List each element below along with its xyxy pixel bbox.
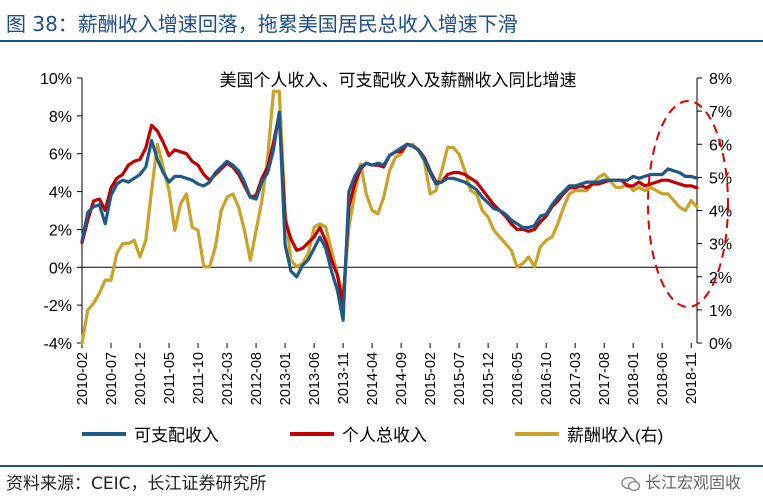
chart-title: 美国个人收入、可支配收入及薪酬收入同比增速	[220, 71, 577, 90]
wechat-icon	[621, 476, 641, 491]
series-line-1	[80, 110, 699, 322]
x-tick-label: 2018-06	[655, 352, 671, 405]
legend-label: 个人总收入	[342, 426, 427, 445]
x-tick-label: 2018-11	[684, 352, 700, 404]
right-tick-label: 1%	[709, 303, 732, 320]
x-tick-label: 2013-06	[307, 352, 323, 405]
legend-label: 可支配收入	[134, 426, 219, 445]
legend: 可支配收入 个人总收入 薪酬收入(右)	[82, 426, 663, 445]
figure-label: 图 38：薪酬收入增速回落，拖累美国居民总收入增速下滑	[6, 12, 518, 36]
x-tick-label: 2010-12	[133, 352, 149, 405]
x-tick-label: 2015-07	[452, 352, 468, 405]
left-tick-label: 2%	[49, 222, 72, 239]
left-tick-label: -4%	[44, 336, 72, 353]
watermark: 长江宏观固收	[621, 469, 741, 493]
x-tick-label: 2010-07	[104, 352, 120, 405]
x-tick-label: 2013-11	[336, 352, 352, 404]
series-line-3	[80, 89, 699, 345]
x-tick-label: 2015-02	[423, 352, 439, 405]
watermark-text: 长江宏观固收	[644, 473, 741, 492]
left-axis-ticks: -4% -2% 0% 2% 4% 6% 8% 10%	[40, 71, 82, 353]
right-tick-label: 5%	[709, 170, 732, 187]
x-tick-label: 2012-03	[220, 352, 236, 405]
x-tick-label: 2017-08	[597, 352, 613, 405]
x-tick-label: 2016-05	[510, 352, 526, 405]
series-line-2	[80, 112, 699, 307]
right-tick-label: 7%	[709, 104, 732, 121]
line-chart: 美国个人收入、可支配收入及薪酬收入同比增速 -4% -2% 0% 2% 4% 6% 8% 10…	[40, 71, 732, 445]
left-tick-label: 4%	[49, 185, 72, 202]
x-tick-label: 2010-02	[75, 352, 91, 405]
x-tick-label: 2013-01	[278, 352, 294, 405]
left-tick-label: -2%	[44, 298, 72, 315]
right-tick-label: 8%	[709, 71, 732, 88]
source-note: 资料来源：CEIC，长江证券研究所	[6, 474, 267, 494]
header-rule	[0, 40, 763, 42]
series-lines	[80, 89, 699, 345]
x-axis-ticks: 2010-02 2010-07 2010-12 2011-05 2011-10 2012-…	[75, 343, 700, 405]
right-axis-ticks: 0%1%2%3%4%5%6%7%8%	[697, 71, 732, 353]
right-tick-label: 4%	[709, 204, 732, 221]
legend-label: 薪酬收入(右)	[567, 426, 663, 445]
footer-rule	[0, 465, 763, 467]
highlight-ellipse	[647, 100, 729, 308]
left-tick-label: 0%	[49, 260, 72, 277]
right-tick-label: 0%	[709, 336, 732, 353]
left-tick-label: 10%	[40, 71, 72, 88]
left-tick-label: 6%	[49, 147, 72, 164]
x-tick-label: 2014-09	[394, 352, 410, 405]
x-tick-label: 2011-10	[191, 352, 207, 404]
x-tick-label: 2016-10	[539, 352, 555, 405]
left-tick-label: 8%	[49, 109, 72, 126]
axes-group	[81, 78, 698, 343]
x-tick-label: 2015-12	[481, 352, 497, 405]
x-tick-label: 2014-04	[365, 352, 381, 405]
x-tick-label: 2012-08	[249, 352, 265, 405]
annotation-group	[647, 100, 729, 308]
x-tick-label: 2011-05	[162, 352, 178, 404]
right-tick-label: 3%	[709, 237, 732, 254]
x-tick-label: 2018-01	[626, 352, 642, 405]
x-tick-label: 2017-03	[568, 352, 584, 405]
